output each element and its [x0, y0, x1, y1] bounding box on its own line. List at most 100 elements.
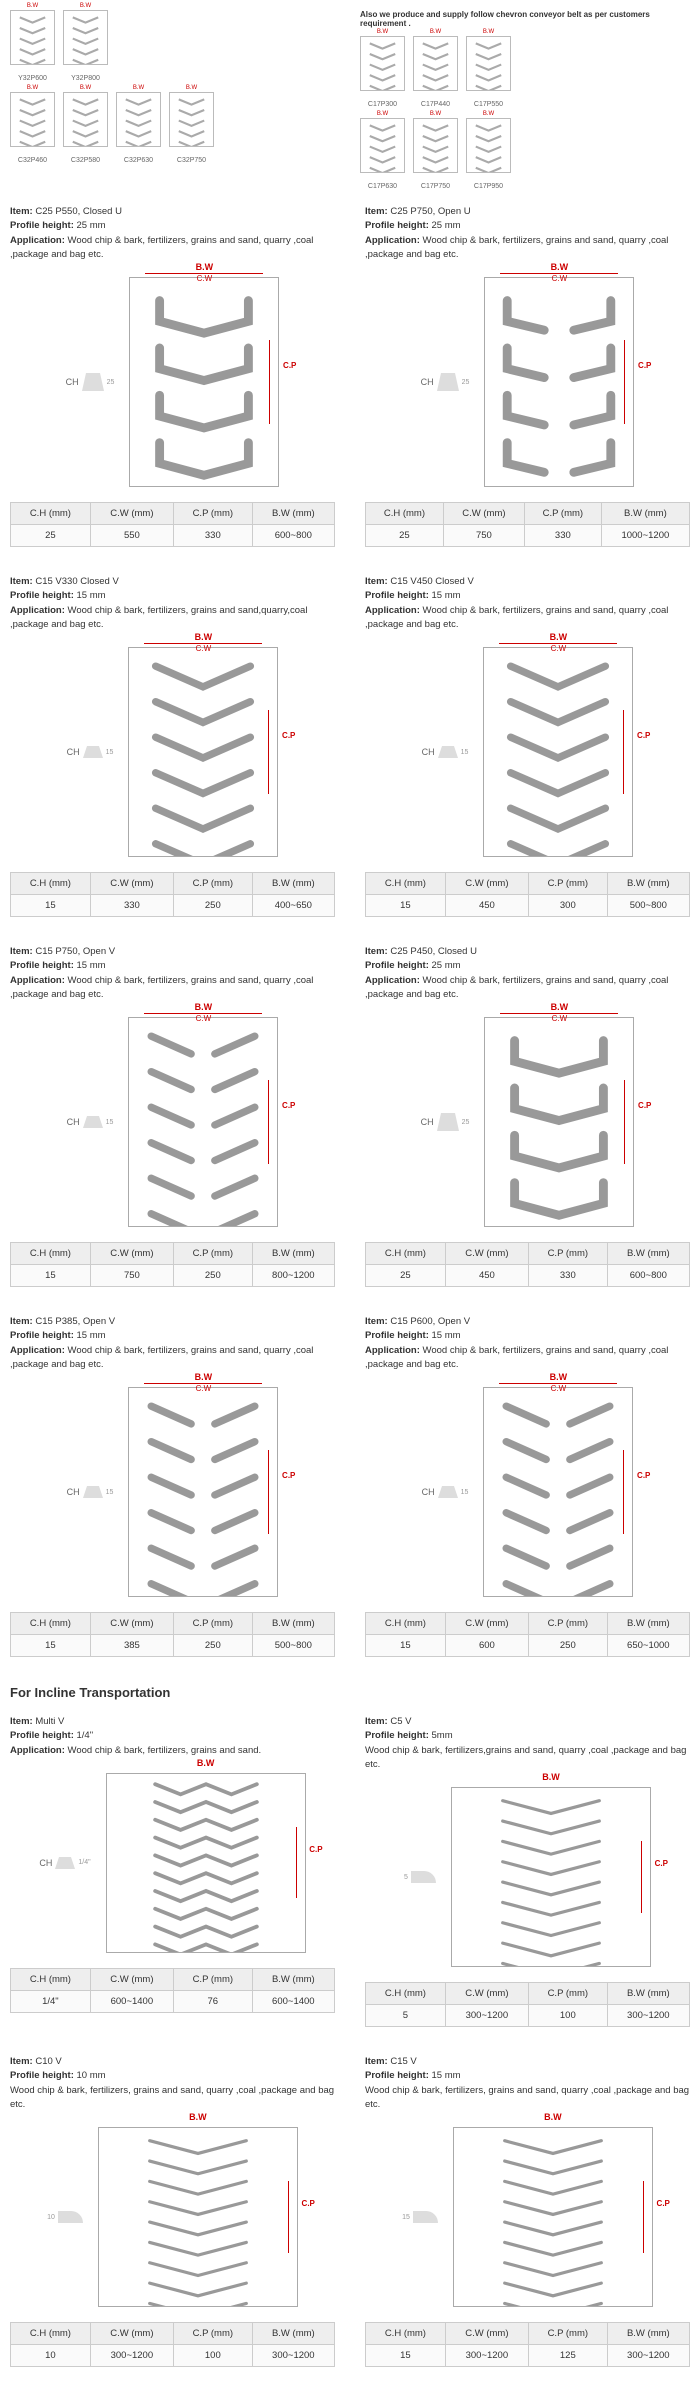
thumb-row: Y32P600 Y32P800 — [10, 10, 340, 82]
cp-label: C.P — [638, 361, 651, 370]
table-row: 15450300500~800 — [366, 895, 690, 917]
spec-block: Item: C25 P450, Closed UProfile height: … — [365, 945, 690, 1295]
profile-height-line: Profile height: 15 mm — [365, 1329, 690, 1343]
thumb-item: Y32P600 — [10, 10, 55, 82]
table-header: C.W (mm) — [90, 873, 173, 895]
table-cell: 300~1200 — [252, 2345, 334, 2367]
spec-block: Item: C15 V330 Closed VProfile height: 1… — [10, 575, 335, 925]
thumb-label: C32P580 — [71, 157, 100, 164]
cw-label: C.W — [144, 1013, 262, 1023]
table-header: C.H (mm) — [11, 2323, 91, 2345]
thumb-item: C32P750 — [169, 92, 214, 164]
ch-profile-icon: CH15 — [67, 1486, 114, 1498]
table-header: C.W (mm) — [445, 873, 528, 895]
cp-line — [268, 1450, 269, 1533]
cp-line — [269, 340, 270, 423]
table-cell: 25 — [366, 1265, 446, 1287]
belt-diagram: B.WC.WC.P — [129, 277, 279, 487]
table-row: 5300~1200100300~1200 — [366, 2005, 690, 2027]
profile-height-line: Profile height: 25 mm — [10, 219, 335, 233]
spec-text: Item: C15 P750, Open VProfile height: 15… — [10, 945, 335, 1002]
table-header: B.W (mm) — [607, 1983, 689, 2005]
cp-line — [643, 2181, 644, 2252]
spec-text: Item: C15 P385, Open VProfile height: 15… — [10, 1315, 335, 1372]
spec-table: C.H (mm)C.W (mm)C.P (mm)B.W (mm)15600250… — [365, 1612, 690, 1657]
table-header: B.W (mm) — [607, 1243, 689, 1265]
ch-label: CH — [422, 747, 435, 757]
spec-block: Item: C15 P385, Open VProfile height: 15… — [10, 1315, 335, 1665]
table-header: C.W (mm) — [445, 2323, 528, 2345]
belt-diagram: B.WC.WC.P — [484, 277, 634, 487]
table-header: C.W (mm) — [445, 1983, 528, 2005]
ch-profile-icon: 15 — [402, 2211, 438, 2223]
table-header: B.W (mm) — [252, 2323, 334, 2345]
spec-block: Item: Multi VProfile height: 1/4"Applica… — [10, 1715, 335, 2035]
thumb-label: C17P440 — [421, 101, 450, 108]
spec-row: Item: C15 V330 Closed VProfile height: 1… — [10, 575, 690, 925]
spec-table: C.H (mm)C.W (mm)C.P (mm)B.W (mm)25450330… — [365, 1242, 690, 1287]
ch-label: CH — [421, 1117, 434, 1127]
application-line: Application: Wood chip & bark, fertilize… — [365, 974, 690, 1003]
profile-height-line: Profile height: 15 mm — [365, 2069, 690, 2083]
belt-diagram: B.WC.P — [453, 2127, 653, 2307]
cp-label: C.P — [657, 2199, 670, 2208]
belt-diagram: B.WC.WC.P — [484, 1017, 634, 1227]
item-line: Item: C15 V — [365, 2055, 690, 2069]
ch-value: 25 — [107, 379, 115, 386]
table-header: C.W (mm) — [445, 1243, 528, 1265]
thumb-diagram — [413, 118, 458, 173]
ch-label: CH — [421, 377, 434, 387]
ch-value: 15 — [106, 1119, 114, 1126]
ch-value: 1/4" — [78, 1859, 90, 1866]
trapezoid-icon — [437, 373, 459, 391]
profile-height-line: Profile height: 15 mm — [10, 1329, 335, 1343]
ch-profile-icon: CH25 — [66, 373, 115, 391]
thumb-label: Y32P600 — [18, 75, 47, 82]
spec-row: Item: C10 VProfile height: 10 mmWood chi… — [10, 2055, 690, 2375]
bw-label: B.W — [485, 262, 633, 272]
ch-profile-icon: CH15 — [422, 1486, 469, 1498]
application-line: Wood chip & bark, fertilizers, grains an… — [10, 2084, 335, 2113]
table-cell: 100 — [528, 2005, 607, 2027]
spec-text: Item: C5 VProfile height: 5mmWood chip &… — [365, 1715, 690, 1772]
thumb-diagram — [10, 10, 55, 65]
table-cell: 400~650 — [252, 895, 334, 917]
table-cell: 15 — [11, 895, 91, 917]
item-line: Item: Multi V — [10, 1715, 335, 1729]
thumb-label: Y32P800 — [71, 75, 100, 82]
spec-table: C.H (mm)C.W (mm)C.P (mm)B.W (mm)10300~12… — [10, 2322, 335, 2367]
item-line: Item: C25 P550, Closed U — [10, 205, 335, 219]
spec-table: C.H (mm)C.W (mm)C.P (mm)B.W (mm)15750250… — [10, 1242, 335, 1287]
bw-label: B.W — [129, 1372, 277, 1382]
ch-profile-icon: CH 25 — [421, 373, 470, 391]
cp-line — [296, 1827, 297, 1898]
diagram-row: CH15B.WC.WC.P — [10, 1017, 335, 1227]
belt-diagram: B.WC.WC.P — [128, 1387, 278, 1597]
spec-table: C.H (mm)C.W (mm)C.P (mm)B.W (mm)25750330… — [365, 502, 690, 547]
table-header: C.P (mm) — [173, 873, 252, 895]
table-cell: 15 — [11, 1265, 91, 1287]
item-line: Item: C15 P385, Open V — [10, 1315, 335, 1329]
diagram-row: CH25 B.WC.WC.P — [10, 277, 335, 487]
thumb-left: Y32P600Y32P800C32P460C32P580C32P630C32P7… — [10, 10, 340, 190]
table-header: B.W (mm) — [252, 873, 334, 895]
table-header: C.W (mm) — [443, 503, 524, 525]
cp-line — [641, 1841, 642, 1912]
profile-height-line: Profile height: 5mm — [365, 1729, 690, 1743]
table-cell: 600 — [445, 1635, 528, 1657]
table-header: B.W (mm) — [252, 1613, 334, 1635]
table-cell: 500~800 — [607, 895, 689, 917]
ch-profile-icon: CH1/4" — [39, 1857, 90, 1869]
spec-table: C.H (mm)C.W (mm)C.P (mm)B.W (mm)15330250… — [10, 872, 335, 917]
table-cell: 15 — [366, 2345, 446, 2367]
spec-row: Item: C15 P750, Open VProfile height: 15… — [10, 945, 690, 1295]
cp-label: C.P — [637, 1471, 650, 1480]
item-line: Item: C5 V — [365, 1715, 690, 1729]
table-cell: 250 — [528, 1635, 607, 1657]
thumb-diagram — [466, 36, 511, 91]
spec-table: C.H (mm)C.W (mm)C.P (mm)B.W (mm)1/4"600~… — [10, 1968, 335, 2013]
ch-value: 25 — [462, 379, 470, 386]
cp-line — [268, 1080, 269, 1163]
diagram-row: CH15B.WC.WC.P — [10, 647, 335, 857]
application-line: Application: Wood chip & bark, fertilize… — [365, 1344, 690, 1373]
